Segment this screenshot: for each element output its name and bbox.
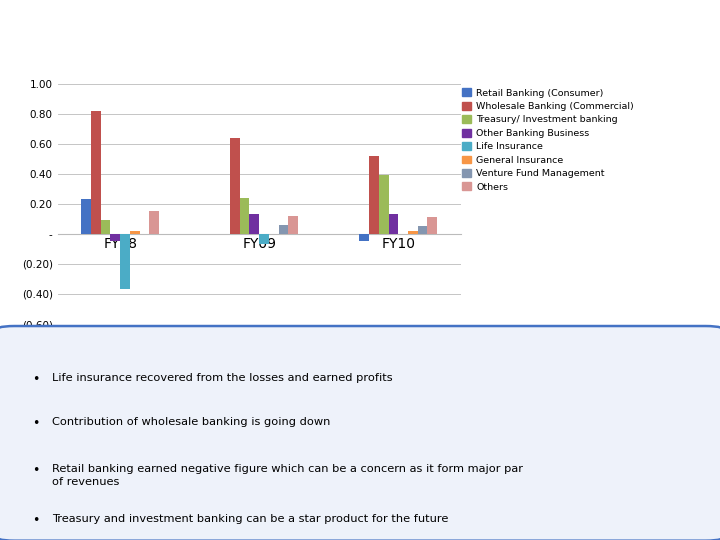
Bar — [130, 231, 140, 234]
Bar — [428, 218, 437, 234]
Text: Retail banking earned negative figure which can be a concern as it form major pa: Retail banking earned negative figure wh… — [53, 464, 523, 487]
Bar — [359, 234, 369, 241]
Bar — [91, 111, 101, 234]
Bar — [81, 199, 91, 234]
Text: •: • — [32, 373, 39, 386]
Legend: Retail Banking (Consumer), Wholesale Banking (Commercial), Treasury/ Investment : Retail Banking (Consumer), Wholesale Ban… — [462, 89, 634, 192]
Bar — [149, 211, 159, 234]
Bar — [418, 226, 428, 234]
Text: •: • — [32, 464, 39, 477]
Bar — [259, 234, 269, 245]
Text: Treasury and investment banking can be a star product for the future: Treasury and investment banking can be a… — [53, 514, 449, 524]
Bar — [369, 156, 379, 234]
FancyBboxPatch shape — [0, 326, 720, 540]
Bar — [240, 198, 249, 234]
Text: •: • — [32, 514, 39, 528]
Bar — [408, 231, 418, 234]
Bar — [101, 220, 110, 234]
Bar — [249, 214, 259, 234]
Text: Contribution of wholesale banking is going down: Contribution of wholesale banking is goi… — [53, 417, 330, 427]
Text: Life insurance recovered from the losses and earned profits: Life insurance recovered from the losses… — [53, 373, 393, 383]
Text: •: • — [32, 417, 39, 430]
Bar — [120, 234, 130, 289]
Text: Segmental Contribution in PBT: Segmental Contribution in PBT — [189, 33, 531, 53]
Bar — [230, 138, 240, 234]
Bar — [379, 176, 389, 234]
Bar — [110, 234, 120, 241]
Bar — [279, 225, 289, 234]
Bar — [389, 214, 398, 234]
Bar — [289, 216, 298, 234]
